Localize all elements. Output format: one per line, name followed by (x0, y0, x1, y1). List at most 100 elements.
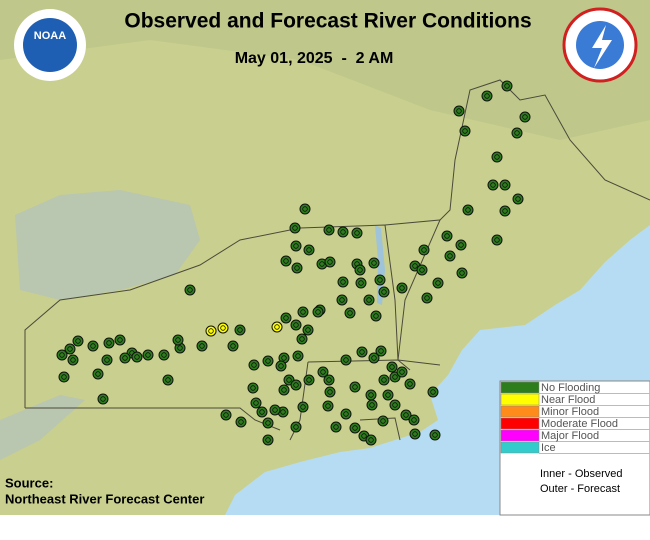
gauge-inner (456, 108, 462, 114)
gauge-inner (392, 374, 398, 380)
gauge-inner (305, 327, 311, 333)
gauge-inner (412, 431, 418, 437)
gauge-inner (430, 389, 436, 395)
gauge-inner (368, 392, 374, 398)
gauge-inner (327, 389, 333, 395)
gauge-inner (339, 297, 345, 303)
gauge-inner (265, 358, 271, 364)
date: May 01, 2025 - 2 AM (235, 50, 394, 67)
gauge-inner (175, 337, 181, 343)
gauge-inner (122, 355, 128, 361)
gauge-inner (369, 402, 375, 408)
gauge-inner (295, 353, 301, 359)
legend-swatch (500, 429, 540, 442)
gauge-inner (220, 325, 226, 331)
gauge-inner (380, 418, 386, 424)
gauge-inner (259, 409, 265, 415)
gauge-inner (292, 225, 298, 231)
gauge-inner (293, 382, 299, 388)
gauge-inner (343, 411, 349, 417)
noaa-logo (23, 18, 77, 72)
gauge-inner (378, 348, 384, 354)
gauge-inner (371, 260, 377, 266)
gauge-inner (67, 346, 73, 352)
gauge-inner (319, 261, 325, 267)
gauge-inner (389, 364, 395, 370)
legend-note: Inner - Observed (540, 468, 623, 480)
legend-swatch (500, 381, 540, 394)
gauge-inner (354, 230, 360, 236)
gauge-inner (61, 374, 67, 380)
gauge-inner (90, 343, 96, 349)
gauge-inner (368, 437, 374, 443)
gauge-inner (340, 279, 346, 285)
gauge-inner (300, 309, 306, 315)
gauge-inner (161, 352, 167, 358)
gauge-inner (208, 328, 214, 334)
gauge-inner (251, 362, 257, 368)
gauge-inner (504, 83, 510, 89)
gauge-inner (302, 206, 308, 212)
source-name: Northeast River Forecast Center (5, 491, 204, 506)
gauge-inner (95, 371, 101, 377)
gauge-inner (281, 355, 287, 361)
legend-label: Ice (541, 442, 556, 454)
legend-swatch (500, 417, 540, 430)
gauge-inner (484, 93, 490, 99)
gauge-inner (352, 384, 358, 390)
legend-label: No Flooding (541, 382, 600, 394)
gauge-inner (281, 387, 287, 393)
gauge-inner (294, 265, 300, 271)
legend-note: Outer - Forecast (540, 483, 620, 495)
gauge-inner (514, 130, 520, 136)
gauges (56, 80, 531, 446)
title: Observed and Forecast River Conditions (124, 10, 531, 33)
gauge-inner (371, 355, 377, 361)
gauge-inner (145, 352, 151, 358)
gauge-inner (343, 357, 349, 363)
gauge-inner (320, 369, 326, 375)
gauge-inner (399, 285, 405, 291)
gauge-inner (134, 354, 140, 360)
gauge-inner (459, 270, 465, 276)
gauge-inner (117, 337, 123, 343)
gauge-inner (286, 377, 292, 383)
gauge-inner (522, 114, 528, 120)
gauge-inner (100, 396, 106, 402)
gauge-inner (392, 402, 398, 408)
gauge-inner (407, 381, 413, 387)
gauge-inner (300, 404, 306, 410)
gauge-inner (494, 237, 500, 243)
lake-erie (0, 395, 85, 460)
gauge-inner (326, 227, 332, 233)
legend-label: Moderate Flood (541, 418, 618, 430)
legend-label: Near Flood (541, 394, 595, 406)
gauge-inner (352, 425, 358, 431)
gauge-inner (278, 363, 284, 369)
gauge-inner (432, 432, 438, 438)
gauge-inner (326, 377, 332, 383)
gauge-inner (359, 349, 365, 355)
gauge-inner (177, 345, 183, 351)
gauge-inner (494, 154, 500, 160)
gauge-inner (515, 196, 521, 202)
noaa-logo-text: NOAA (34, 30, 66, 42)
gauge-inner (465, 207, 471, 213)
gauge-inner (435, 280, 441, 286)
gauge-inner (293, 243, 299, 249)
gauge-inner (377, 277, 383, 283)
gauge-inner (424, 295, 430, 301)
gauge-inner (283, 315, 289, 321)
gauge-inner (237, 327, 243, 333)
legend-swatch (500, 393, 540, 406)
gauge-inner (373, 313, 379, 319)
gauge-inner (223, 412, 229, 418)
gauge-inner (325, 403, 331, 409)
highlands (0, 0, 650, 140)
gauge-inner (106, 340, 112, 346)
gauge-inner (306, 377, 312, 383)
gauge-inner (361, 433, 367, 439)
gauge-inner (412, 263, 418, 269)
